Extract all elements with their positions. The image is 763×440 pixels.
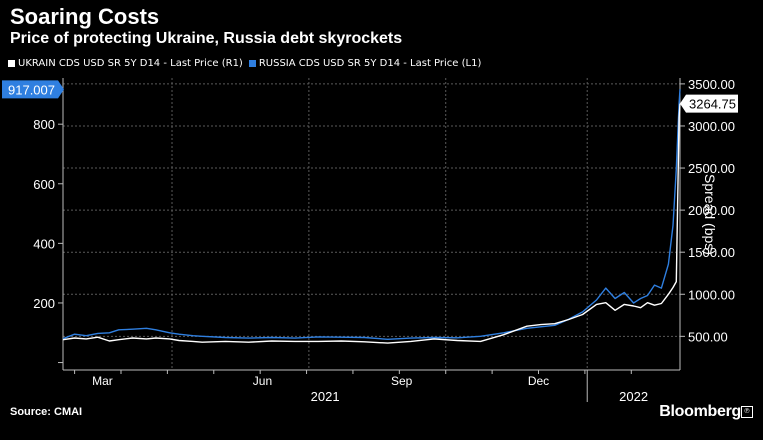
left-tick-label-0: 200 [33,296,55,311]
right-tick-label-1: 1000.00 [688,287,735,302]
legend-label-ukraine: UKRAIN CDS USD SR 5Y D14 - Last Price (R… [18,58,243,69]
left-tick-label-1: 400 [33,236,55,251]
chart-subtitle: Price of protecting Ukraine, Russia debt… [10,30,403,47]
x-tick-label-1: Jun [253,374,272,388]
source-note: Source: CMAI [10,406,83,418]
right-last-value-label: 3264.75 [689,97,736,112]
legend-item-russia: RUSSIA CDS USD SR 5Y D14 - Last Price (L… [248,58,482,69]
right-tick-label-6: 3500.00 [688,77,735,92]
right-tick-label-2: 1500.00 [688,245,735,260]
right-tick-label-3: 2000.00 [688,203,735,218]
right-last-value-tag [680,94,738,113]
left-last-value-label: 917.007 [8,82,55,97]
series-line-ukraine [62,103,681,344]
bloomberg-logo: Bloomberg [659,403,741,420]
legend-swatch-russia [248,60,256,67]
right-tick-label-4: 2500.00 [688,161,735,176]
legend-item-ukraine: UKRAIN CDS USD SR 5Y D14 - Last Price (R… [8,58,243,69]
right-axis-title: Spread (bps) [702,174,718,255]
series-line-russia [62,89,681,340]
legend-swatch-ukraine [8,60,15,67]
right-tick-label-5: 3000.00 [688,119,735,134]
left-last-value-tag [2,80,64,99]
chart-title: Soaring Costs [10,4,160,29]
legend-label-russia: RUSSIA CDS USD SR 5Y D14 - Last Price (L… [258,58,482,69]
left-tick-label-2: 600 [33,177,55,192]
x-year-label-1: 2022 [619,389,648,404]
right-tick-label-0: 500.00 [688,329,728,344]
bloomberg-mark-icon: ℗ [741,406,753,418]
left-tick-label-3: 800 [33,117,55,132]
x-year-label-0: 2021 [311,389,340,404]
legend: UKRAIN CDS USD SR 5Y D14 - Last Price (R… [8,58,481,69]
x-tick-label-0: Mar [92,374,113,388]
x-tick-label-3: Dec [528,374,549,388]
x-tick-label-2: Sep [391,374,413,388]
